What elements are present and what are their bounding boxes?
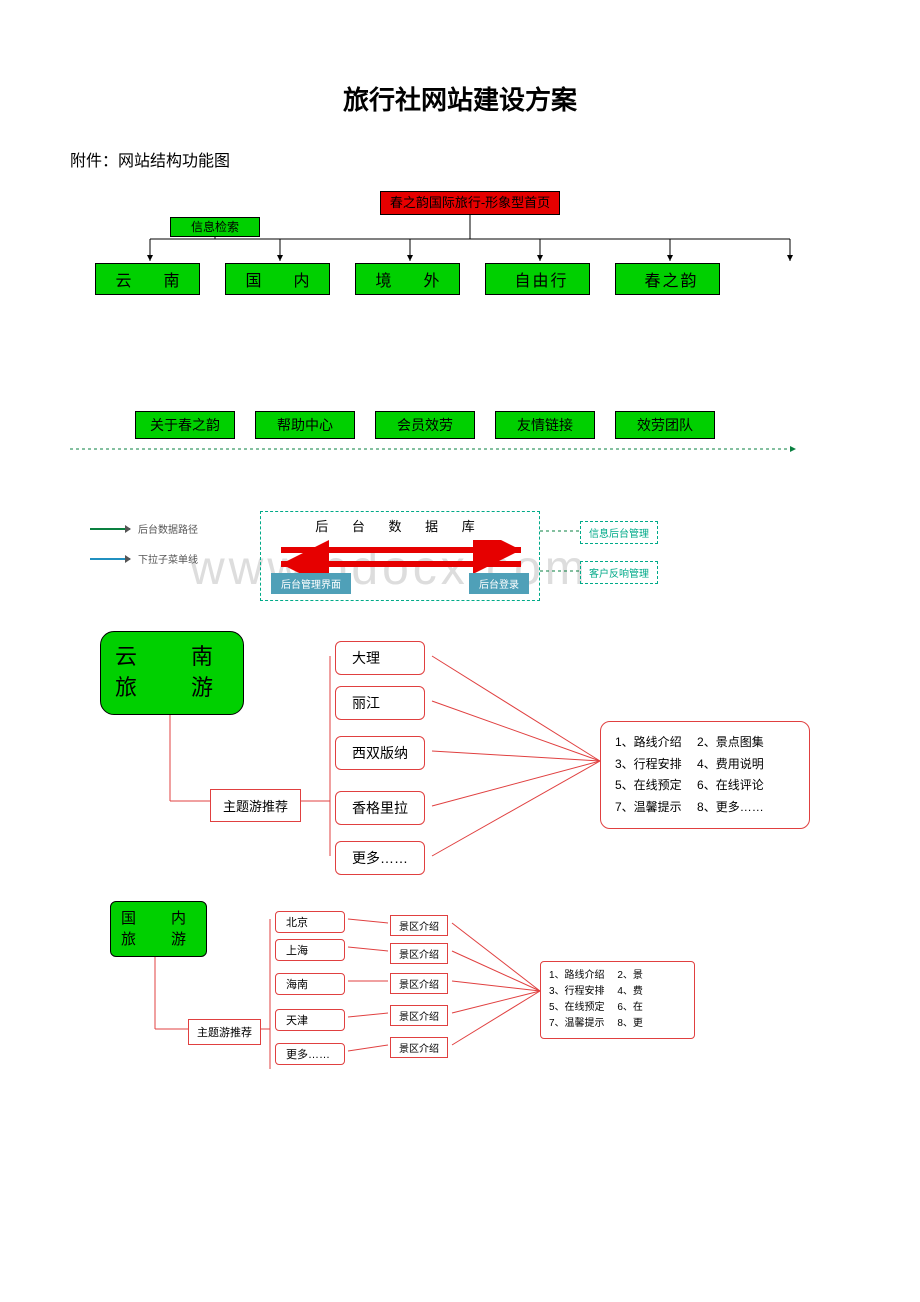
cat-domestic: 国 内 <box>225 263 330 295</box>
dd8: 8、更 <box>617 1018 643 1029</box>
footer-team: 效劳团队 <box>615 411 715 439</box>
footer-member: 会员效劳 <box>375 411 475 439</box>
subtitle: 附件：网站结构功能图 <box>70 147 850 171</box>
legend-backend: 后台数据路径 <box>90 521 198 536</box>
page-title: 旅行社网站建设方案 <box>70 80 850 117</box>
d2: 2、景点图集 <box>697 735 764 749</box>
dest-shanghai: 上海 <box>275 939 345 961</box>
yunnan-details: 1、路线介绍 2、景点图集 3、行程安排 4、费用说明 5、在线预定 6、在线评… <box>600 721 810 829</box>
d6: 6、在线评论 <box>697 778 764 792</box>
d8: 8、更多…… <box>697 800 764 814</box>
info-feedback: 客户反响管理 <box>580 561 658 584</box>
cat-yunnan: 云 南 <box>95 263 200 295</box>
db-sub-ui: 后台管理界面 <box>271 573 351 594</box>
legend-backend-label: 后台数据路径 <box>138 521 198 536</box>
dd2: 2、景 <box>617 970 643 981</box>
yunnan-cat: 云 南旅 游 <box>100 631 244 715</box>
footer-help: 帮助中心 <box>255 411 355 439</box>
yunnan-tree: 云 南旅 游 主题游推荐 大理 丽江 西双版纳 香格里拉 更多…… 1、路线介绍… <box>70 631 850 901</box>
dest-tianjin: 天津 <box>275 1009 345 1031</box>
d4: 4、费用说明 <box>697 757 764 771</box>
dd7: 7、温馨提示 <box>549 1018 605 1029</box>
footer-about: 关于春之韵 <box>135 411 235 439</box>
db-sub-login: 后台登录 <box>469 573 529 594</box>
dest-shangrila: 香格里拉 <box>335 791 425 825</box>
dest-xsbn: 西双版纳 <box>335 736 425 770</box>
info-backend: 信息后台管理 <box>580 521 658 544</box>
dest-lijiang: 丽江 <box>335 686 425 720</box>
d1: 1、路线介绍 <box>615 735 682 749</box>
intro-1: 景区介绍 <box>390 915 448 936</box>
db-frame: 后 台 数 据 库 后台管理界面 后台登录 <box>260 511 540 601</box>
intro-4: 景区介绍 <box>390 1005 448 1026</box>
cat-overseas: 境 外 <box>355 263 460 295</box>
dest-beijing: 北京 <box>275 911 345 933</box>
legend-db: www.bdocx.com 后台数据路径 下拉子菜单线 后 台 数 据 库 后台… <box>70 511 850 621</box>
cat-free: 自由行 <box>485 263 590 295</box>
domestic-cat: 国 内旅 游 <box>110 901 207 957</box>
search-box: 信息检索 <box>170 217 260 237</box>
org-chart: 春之韵国际旅行-形象型首页 信息检索 云 南 国 内 境 外 自由行 春之韵 关… <box>70 191 850 481</box>
legend-dropdown-label: 下拉子菜单线 <box>138 551 198 566</box>
dest-hainan: 海南 <box>275 973 345 995</box>
dest-more2: 更多…… <box>275 1043 345 1065</box>
intro-5: 景区介绍 <box>390 1037 448 1058</box>
domestic-details: 1、路线介绍 2、景 3、行程安排 4、费 5、在线预定 6、在 7、温馨提示 … <box>540 961 695 1039</box>
domestic-tree: 国 内旅 游 主题游推荐 北京 上海 海南 天津 更多…… 景区介绍 景区介绍 … <box>70 901 850 1091</box>
d3: 3、行程安排 <box>615 757 682 771</box>
d7: 7、温馨提示 <box>615 800 682 814</box>
dd1: 1、路线介绍 <box>549 970 605 981</box>
dd5: 5、在线预定 <box>549 1002 605 1013</box>
root-node: 春之韵国际旅行-形象型首页 <box>380 191 560 215</box>
footer-links: 友情链接 <box>495 411 595 439</box>
dd6: 6、在 <box>617 1002 643 1013</box>
legend-dropdown: 下拉子菜单线 <box>90 551 198 566</box>
db-title: 后 台 数 据 库 <box>271 516 529 535</box>
yunnan-theme: 主题游推荐 <box>210 789 301 822</box>
domestic-theme: 主题游推荐 <box>188 1019 261 1045</box>
dd4: 4、费 <box>617 986 643 997</box>
dest-dali: 大理 <box>335 641 425 675</box>
intro-2: 景区介绍 <box>390 943 448 964</box>
cat-brand: 春之韵 <box>615 263 720 295</box>
intro-3: 景区介绍 <box>390 973 448 994</box>
dest-more: 更多…… <box>335 841 425 875</box>
dd3: 3、行程安排 <box>549 986 605 997</box>
d5: 5、在线预定 <box>615 778 682 792</box>
